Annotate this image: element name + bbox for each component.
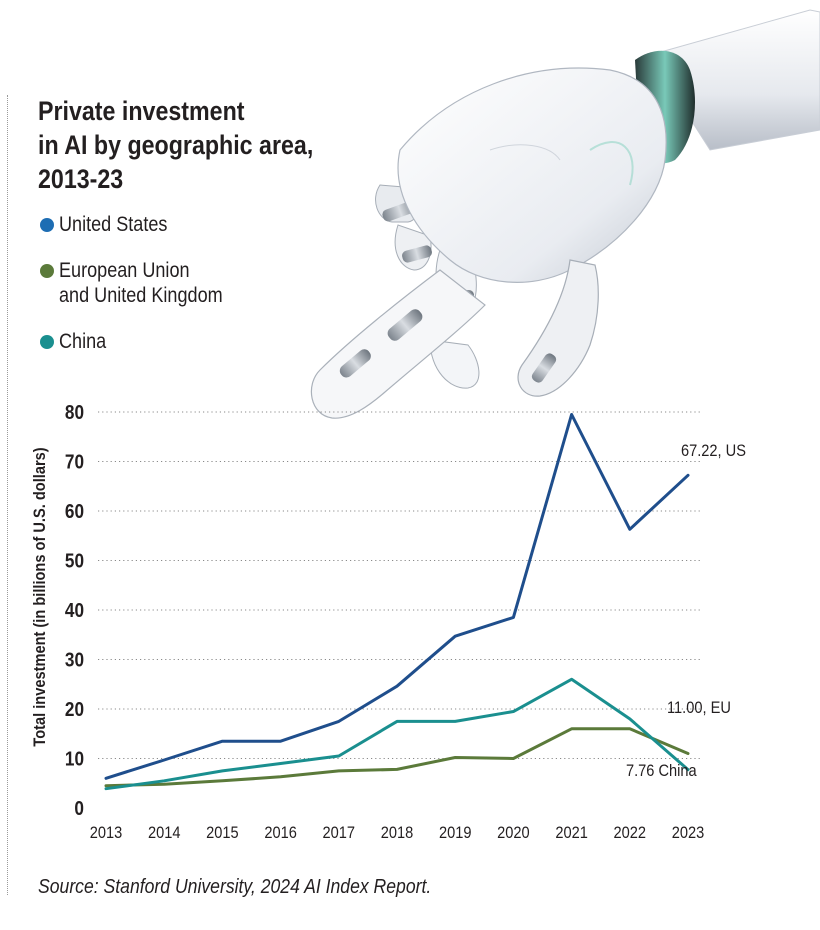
end-label-china: 7.76 China [626,762,697,780]
y-tick-label-50: 50 [65,549,84,572]
y-tick-label-0: 0 [74,797,84,820]
title-line-3: 2013-23 [38,164,124,194]
series-line-eu [104,727,690,788]
x-tick-label-2015: 2015 [206,824,239,842]
x-tick-label-2023: 2023 [672,824,705,842]
legend-label-eu-line1: European Union [59,259,190,282]
x-tick-label-2017: 2017 [323,824,356,842]
y-axis-tick-labels: 0 10 20 30 40 50 60 70 80 [65,401,84,820]
y-axis-title: Total investment (in billions of U.S. do… [31,447,49,746]
series-line-us [104,413,690,780]
legend-item-us: United States [40,212,185,237]
y-tick-label-30: 30 [65,648,84,671]
source-note: Source: Stanford University, 2024 AI Ind… [38,876,432,898]
series-end-labels: 67.22, US 11.00, EU 7.76 China [626,442,746,780]
left-dotted-rule [7,95,8,895]
legend-label-eu-line2: and United Kingdom [59,284,223,307]
end-label-eu: 11.00, EU [667,699,731,717]
x-tick-label-2021: 2021 [555,824,588,842]
legend-dot-eu [40,264,54,278]
legend-label-us: United States [59,213,168,236]
x-tick-label-2020: 2020 [497,824,530,842]
series-lines [104,413,690,791]
chart-title: Private investment in AI by geographic a… [38,94,322,196]
x-tick-label-2016: 2016 [264,824,297,842]
robot-hand-pointing-icon [310,9,820,419]
title-line-2: in AI by geographic area, [38,130,314,160]
y-tick-label-60: 60 [65,500,84,523]
title-line-1: Private investment [38,96,245,126]
y-tick-label-10: 10 [65,747,84,770]
legend-label-china: China [59,330,107,353]
y-tick-label-40: 40 [65,599,84,622]
series-line-china [104,677,690,791]
legend-dot-us [40,218,54,232]
x-tick-label-2019: 2019 [439,824,472,842]
legend-item-china: China [40,329,114,354]
legend-item-eu: European Union and United Kingdom [40,258,249,308]
x-axis-tick-labels: 2013 2014 2015 2016 2017 2018 2019 2020 2021 2022… [90,824,705,842]
y-tick-label-20: 20 [65,698,84,721]
y-tick-label-80: 80 [65,401,84,424]
y-tick-label-70: 70 [65,450,84,473]
end-label-us: 67.22, US [681,442,746,460]
x-tick-label-2014: 2014 [148,824,181,842]
legend-dot-china [40,335,54,349]
x-tick-label-2018: 2018 [381,824,414,842]
x-tick-label-2013: 2013 [90,824,123,842]
x-tick-label-2022: 2022 [614,824,647,842]
